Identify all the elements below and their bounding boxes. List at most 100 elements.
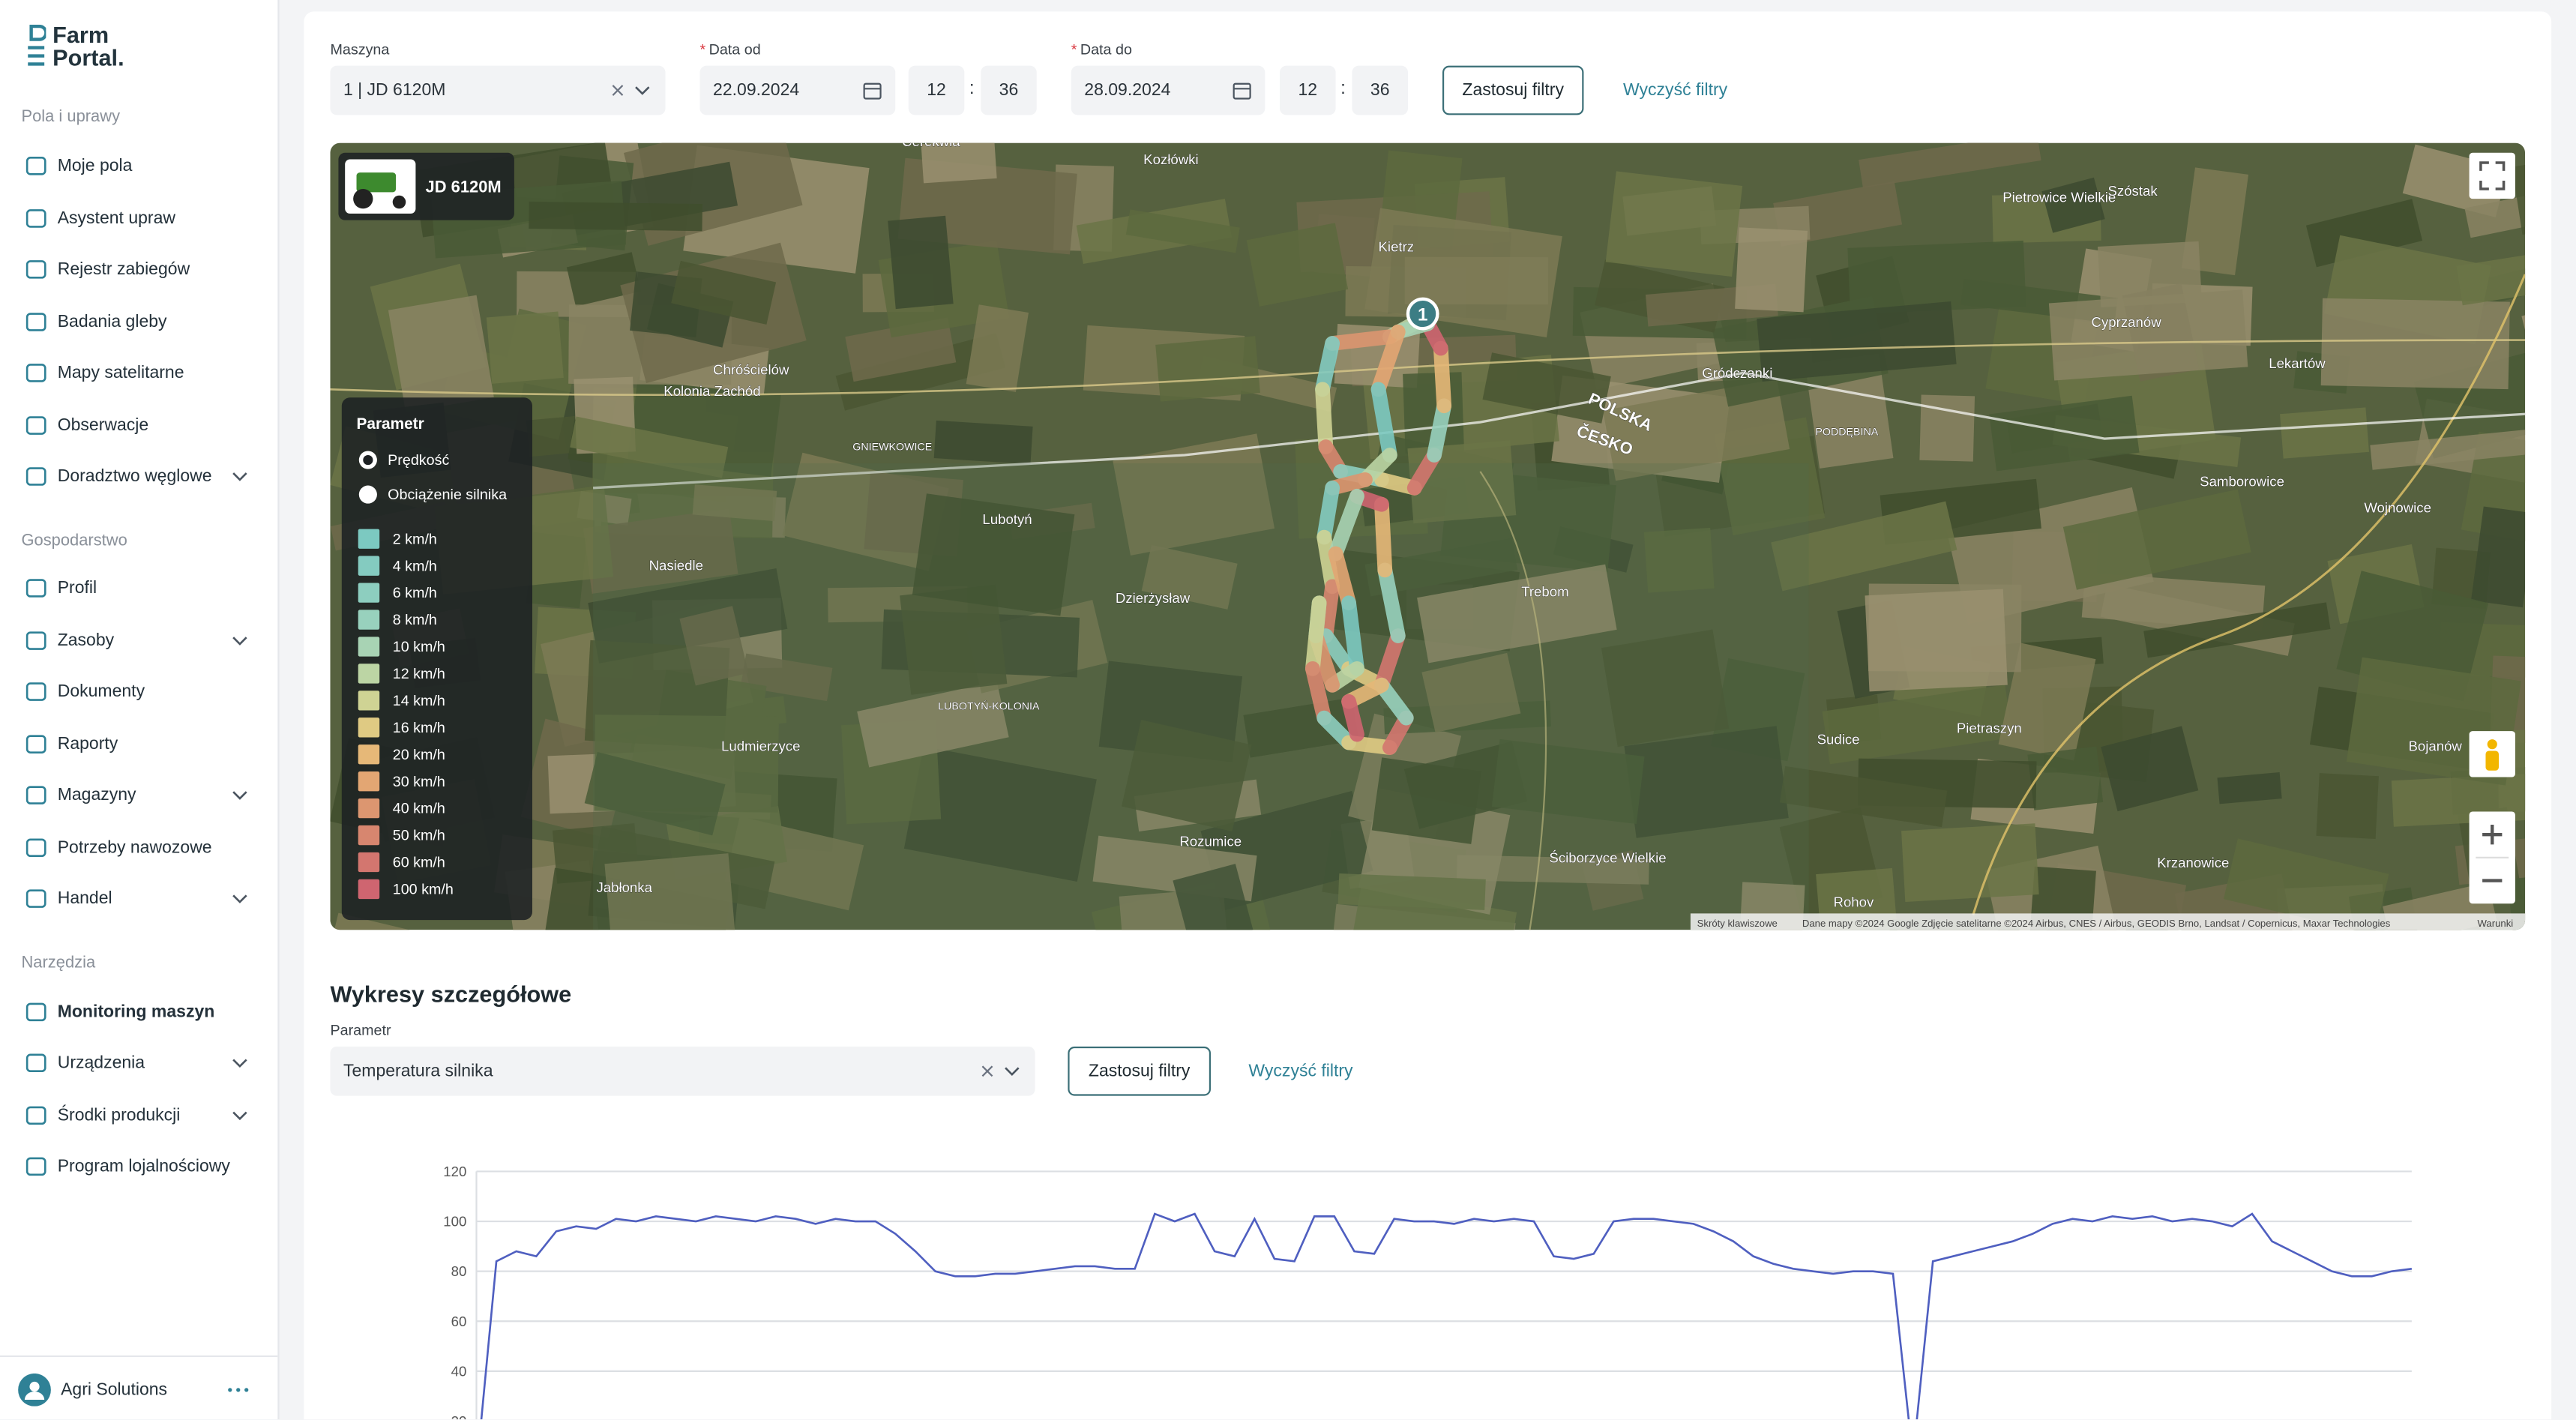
- nav-icon: [25, 209, 46, 228]
- field: [2316, 773, 2379, 839]
- nav-icon: [25, 364, 46, 382]
- field: [2101, 726, 2199, 812]
- field: [1989, 395, 2140, 472]
- icon-shape: [25, 1106, 46, 1125]
- y-tick-label: 100: [443, 1214, 466, 1230]
- chevron-icon: [232, 894, 247, 903]
- time-separator: :: [1340, 79, 1346, 99]
- machine-name: JD 6120M: [426, 177, 502, 196]
- field: [2027, 746, 2104, 810]
- place-label: Dzierżysław: [1116, 590, 1191, 606]
- icon-shape: [25, 209, 46, 228]
- field: [2041, 177, 2105, 233]
- icon-shape: [25, 786, 46, 804]
- clear-link[interactable]: Wyczyść filtry: [1623, 80, 1728, 100]
- route-segment: [1305, 661, 1332, 726]
- icon-shape: [25, 313, 46, 331]
- y-tick-label: 80: [451, 1263, 467, 1279]
- nav-label: Asystent upraw: [57, 208, 176, 229]
- field: [1343, 885, 1517, 930]
- time-input[interactable]: 12: [908, 65, 965, 115]
- legend-swatch: [358, 771, 380, 792]
- field: [1491, 738, 1645, 824]
- nav-label: Profil: [57, 578, 97, 598]
- icon-shape: [25, 416, 46, 435]
- route-segment: [1315, 382, 1334, 454]
- place-label: Ludmierzyce: [721, 738, 800, 753]
- field-label: Parametr: [330, 1022, 391, 1038]
- chevron: [232, 637, 247, 646]
- place-label: GNIEWKOWICE: [852, 441, 932, 453]
- legend-label: 40 km/h: [393, 801, 445, 817]
- chevron-icon: [232, 637, 247, 646]
- legend-swatch: [358, 664, 380, 684]
- field: [1155, 336, 1260, 402]
- field: [1735, 227, 1808, 313]
- road: [1972, 274, 2526, 916]
- date-input[interactable]: 28.09.2024: [1071, 65, 1266, 115]
- logo-text: Farm: [52, 21, 109, 48]
- legend-swatch: [358, 717, 380, 738]
- time-separator: :: [969, 79, 975, 99]
- date-input[interactable]: 22.09.2024: [699, 65, 896, 115]
- avatar: [18, 1373, 51, 1407]
- place-label: Szóstak: [2107, 183, 2158, 199]
- field: [1371, 757, 1481, 844]
- chevron: [232, 791, 247, 800]
- field: [1113, 433, 1275, 556]
- nav-label: Doradztwo węglowe: [57, 466, 212, 487]
- logo-mark: [28, 24, 46, 66]
- place-label: Jabłonka: [596, 879, 652, 895]
- user-name: Agri Solutions: [61, 1380, 168, 1401]
- field: [1865, 589, 2008, 692]
- label-text: Data do: [1080, 40, 1132, 58]
- route-segment: [1316, 529, 1340, 595]
- field: [1859, 142, 2041, 188]
- nav-icon: [25, 1002, 46, 1022]
- legend-panel: [341, 397, 532, 921]
- required-mark: *: [699, 40, 706, 58]
- chevron: [232, 472, 247, 481]
- field: [2217, 772, 2282, 804]
- nav-icon: [25, 1106, 46, 1125]
- marker-label: 1: [1418, 304, 1427, 325]
- place-label: Samborowice: [2200, 474, 2284, 490]
- time-input[interactable]: 36: [1352, 65, 1408, 115]
- field: [2081, 572, 2266, 631]
- clear-link[interactable]: Wyczyść filtry: [1248, 1061, 1353, 1081]
- field: [2413, 336, 2526, 459]
- place-label: Ściborzyce Wielkie: [1549, 849, 1666, 865]
- road: [330, 339, 2526, 396]
- field: [1643, 527, 1715, 593]
- y-tick-label: 20: [451, 1413, 467, 1419]
- icon-shape: [25, 631, 46, 650]
- apply-button[interactable]: Zastosuj filtry: [1068, 1046, 1212, 1096]
- parameter-select[interactable]: Temperatura silnika: [330, 1046, 1035, 1096]
- field: [1779, 765, 1948, 828]
- machine-select[interactable]: 1 | JD 6120M: [330, 65, 666, 115]
- place-label: Trebom: [1521, 583, 1568, 599]
- nav-icon: [25, 313, 46, 331]
- zoom-in: [2482, 825, 2503, 845]
- place-label: Krzanowice: [2157, 855, 2229, 870]
- radio-label: Obciążenie silnika: [388, 487, 507, 503]
- time-input[interactable]: 36: [981, 65, 1037, 115]
- icon-shape: [25, 1053, 46, 1073]
- border: [592, 371, 2526, 490]
- field: [1919, 394, 1975, 462]
- route-segment: [1328, 488, 1364, 562]
- nav-label: Program lojalnościowy: [57, 1156, 230, 1176]
- field: [1141, 544, 1238, 610]
- chevron-icon: [635, 86, 650, 95]
- field: [933, 420, 1033, 465]
- nav-label: Urządzenia: [57, 1053, 145, 1073]
- apply-button[interactable]: Zastosuj filtry: [1442, 65, 1584, 115]
- icon-shape: [25, 735, 46, 753]
- chevron: [232, 1111, 247, 1121]
- radio-dot: [363, 454, 373, 466]
- time-input[interactable]: 12: [1280, 65, 1336, 115]
- place-label: Wojnowice: [2364, 500, 2431, 516]
- select-value: 1 | JD 6120M: [343, 80, 446, 100]
- chevron-icon: [232, 1059, 247, 1068]
